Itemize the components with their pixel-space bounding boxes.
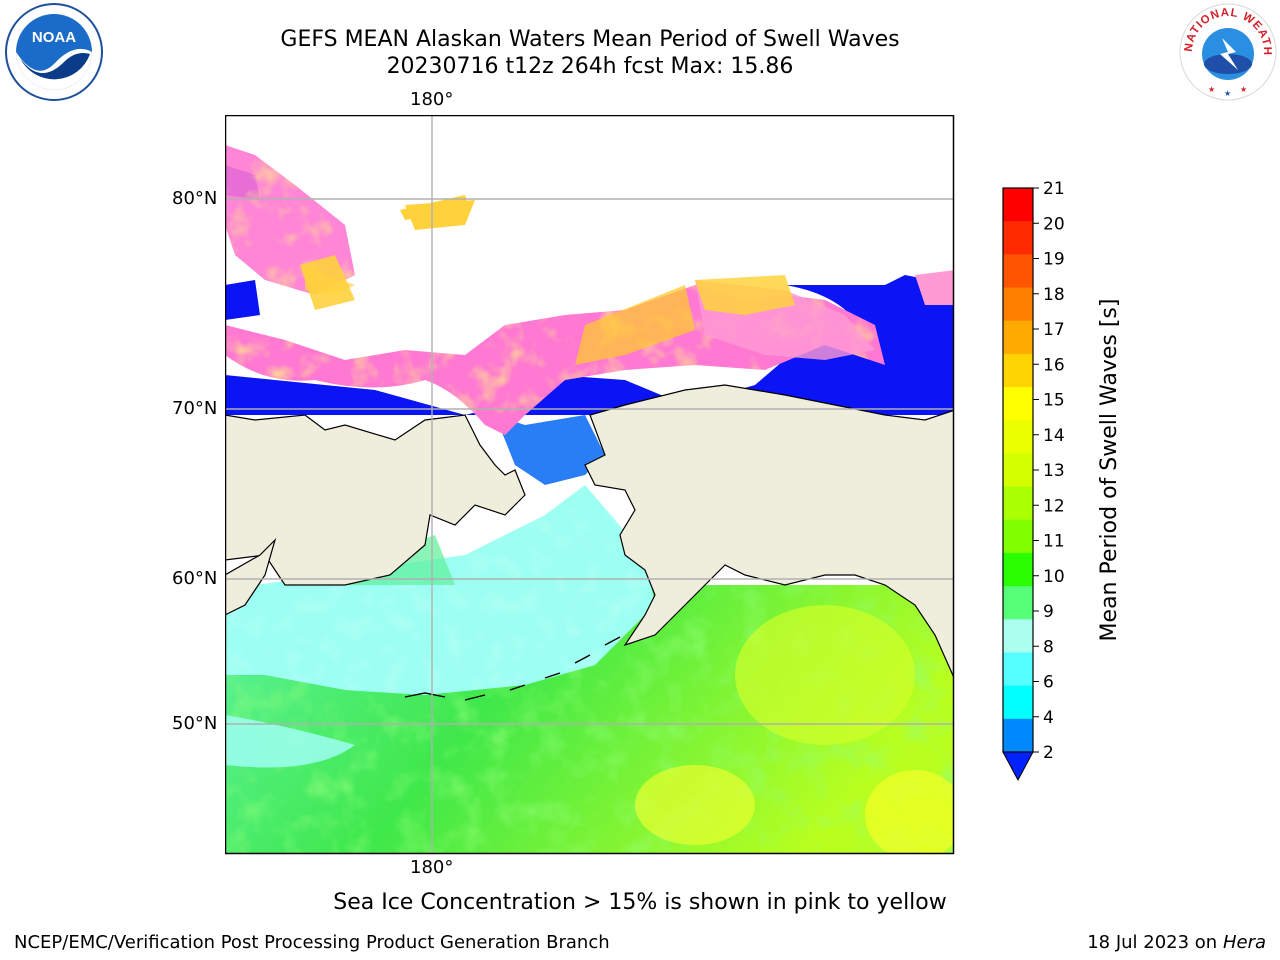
- colorbar-label: Mean Period of Swell Waves [s]: [1097, 299, 1122, 642]
- colorbar-tick-label: 19: [1043, 250, 1065, 270]
- colorbar-segment: [1003, 519, 1033, 554]
- map-panel: [225, 115, 955, 855]
- noaa-logo-icon: NOAA: [5, 3, 103, 101]
- svg-text:★: ★: [1240, 85, 1247, 94]
- colorbar-segment: [1003, 586, 1033, 620]
- colorbar-segment: [1003, 387, 1033, 421]
- noaa-logo-text: NOAA: [32, 29, 76, 46]
- svg-text:★: ★: [1224, 89, 1231, 98]
- colorbar-segment: [1003, 353, 1033, 388]
- colorbar-segment: [1003, 287, 1033, 322]
- colorbar-segment: [1003, 652, 1033, 687]
- colorbar-segment: [1003, 420, 1033, 454]
- colorbar-tick-label: 10: [1043, 567, 1065, 587]
- colorbar-segment: [1003, 320, 1033, 355]
- colorbar-tick-label: 16: [1043, 355, 1065, 375]
- colorbar-segment: [1003, 221, 1033, 255]
- lon-label-top: 180°: [410, 89, 454, 110]
- colorbar-tick-label: 12: [1043, 496, 1065, 516]
- colorbar-tick-label: 14: [1043, 426, 1065, 446]
- colorbar-tick-label: 21: [1043, 180, 1065, 199]
- colorbar-tick-label: 6: [1043, 673, 1054, 693]
- colorbar-tick-label: 15: [1043, 391, 1065, 411]
- colorbar-segment: [1003, 486, 1033, 521]
- colorbar-tick-label: 13: [1043, 461, 1065, 481]
- colorbar-segment: [1003, 552, 1033, 587]
- colorbar-extend-arrow: [1002, 751, 1034, 782]
- caption: Sea Ice Concentration > 15% is shown in …: [333, 890, 947, 915]
- colorbar-segment: [1003, 453, 1033, 488]
- colorbar-tick-label: 20: [1043, 214, 1065, 234]
- colorbar-segment: [1003, 685, 1033, 720]
- colorbar-tick-label: 8: [1043, 637, 1054, 657]
- lat-label-70n: 70°N: [172, 398, 218, 419]
- colorbar: 21 20 19 18 17 16 15 14 13 12 11 10 9 8 6 4 2 Mean Perio…: [1002, 180, 1122, 782]
- colorbar-segment: [1003, 619, 1033, 653]
- chart-title: GEFS MEAN Alaskan Waters Mean Period of …: [280, 27, 900, 52]
- nws-logo-icon: NATIONAL WEATHER SERVICE ★ ★ ★: [1178, 2, 1277, 101]
- lon-label-bottom: 180°: [410, 857, 454, 878]
- colorbar-tick-label: 9: [1043, 602, 1054, 622]
- lat-label-80n: 80°N: [172, 188, 218, 209]
- colorbar-tick-label: 2: [1043, 743, 1054, 763]
- colorbar-tick-label: 11: [1043, 532, 1065, 552]
- colorbar-tick-label: 18: [1043, 285, 1065, 305]
- credit-text: NCEP/EMC/Verification Post Processing Pr…: [14, 932, 610, 953]
- chart-subtitle: 20230716 t12z 264h fcst Max: 15.86: [386, 54, 794, 79]
- colorbar-tick-label: 17: [1043, 320, 1065, 340]
- machine-name: Hera: [1222, 932, 1266, 953]
- colorbar-segment: [1003, 188, 1033, 222]
- map-frame: [225, 115, 955, 855]
- svg-text:★: ★: [1208, 85, 1215, 94]
- lat-label-50n: 50°N: [172, 713, 218, 734]
- colorbar-tick-label: 4: [1043, 708, 1054, 728]
- date-label: 18 Jul 2023 on: [1087, 932, 1223, 953]
- date-text: 18 Jul 2023 on Hera: [1087, 932, 1266, 953]
- lat-label-60n: 60°N: [172, 568, 218, 589]
- colorbar-segment: [1003, 718, 1033, 753]
- colorbar-segment: [1003, 254, 1033, 289]
